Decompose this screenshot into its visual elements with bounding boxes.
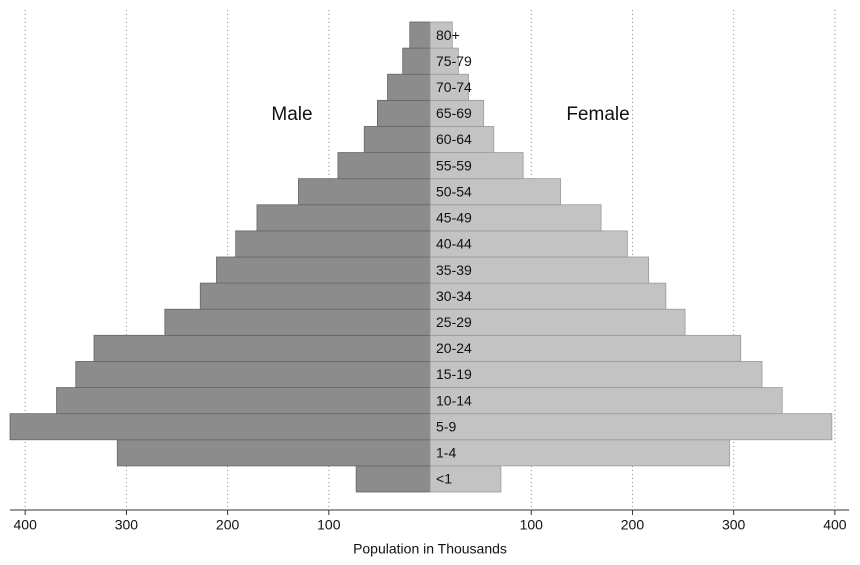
category-label: 50-54 [436, 183, 472, 199]
category-label: 70-74 [436, 79, 472, 95]
bar [75, 361, 431, 388]
bar [429, 308, 686, 336]
bar [429, 413, 833, 441]
category-label: <1 [436, 471, 452, 487]
series-label: Female [566, 104, 629, 125]
x-tick-label: 200 [621, 517, 645, 533]
bar [387, 73, 431, 101]
bar [355, 465, 431, 493]
bar [235, 230, 431, 258]
category-label: 45-49 [436, 210, 472, 226]
bar [402, 47, 431, 75]
category-label: 65-69 [436, 105, 472, 121]
bar [429, 282, 667, 310]
bar [216, 256, 431, 284]
bar [164, 308, 431, 336]
bar [409, 21, 431, 49]
bar [56, 387, 431, 415]
bar [9, 413, 431, 441]
bar [116, 439, 431, 467]
category-label: 25-29 [436, 314, 472, 330]
category-label: 40-44 [436, 236, 472, 252]
x-tick-label: 300 [722, 517, 746, 533]
bar [376, 99, 431, 127]
category-label: 15-19 [436, 366, 472, 382]
bar [429, 334, 742, 362]
x-tick-label: 300 [115, 517, 139, 533]
bar [93, 334, 431, 362]
category-label: 1-4 [436, 445, 456, 461]
category-label: 55-59 [436, 157, 472, 173]
bar [429, 256, 650, 284]
bar [429, 230, 628, 258]
bar [337, 152, 431, 180]
bar [199, 282, 431, 310]
bar [429, 387, 783, 415]
bar [429, 361, 763, 388]
x-axis-label: Population in Thousands [353, 541, 507, 557]
category-label: 75-79 [436, 53, 472, 69]
x-tick-label: 200 [216, 517, 240, 533]
x-tick-label: 400 [823, 517, 847, 533]
bar [363, 126, 431, 153]
category-label: 30-34 [436, 288, 472, 304]
category-label: 5-9 [436, 418, 456, 434]
category-label: 80+ [436, 27, 460, 43]
series-label: Male [271, 104, 312, 125]
bar [429, 73, 469, 101]
x-tick-label: 100 [317, 517, 341, 533]
bar [429, 439, 731, 467]
x-tick-label: 100 [520, 517, 544, 533]
category-label: 60-64 [436, 131, 472, 147]
category-label: 35-39 [436, 262, 472, 278]
bar [429, 178, 561, 206]
x-tick-label: 400 [14, 517, 38, 533]
bar [429, 126, 495, 153]
bar [256, 204, 431, 232]
bar [429, 21, 453, 49]
category-label: 20-24 [436, 340, 472, 356]
bar [298, 178, 431, 206]
category-label: 10-14 [436, 392, 472, 408]
bar [429, 204, 602, 232]
bar [429, 465, 502, 493]
bar [429, 99, 485, 127]
